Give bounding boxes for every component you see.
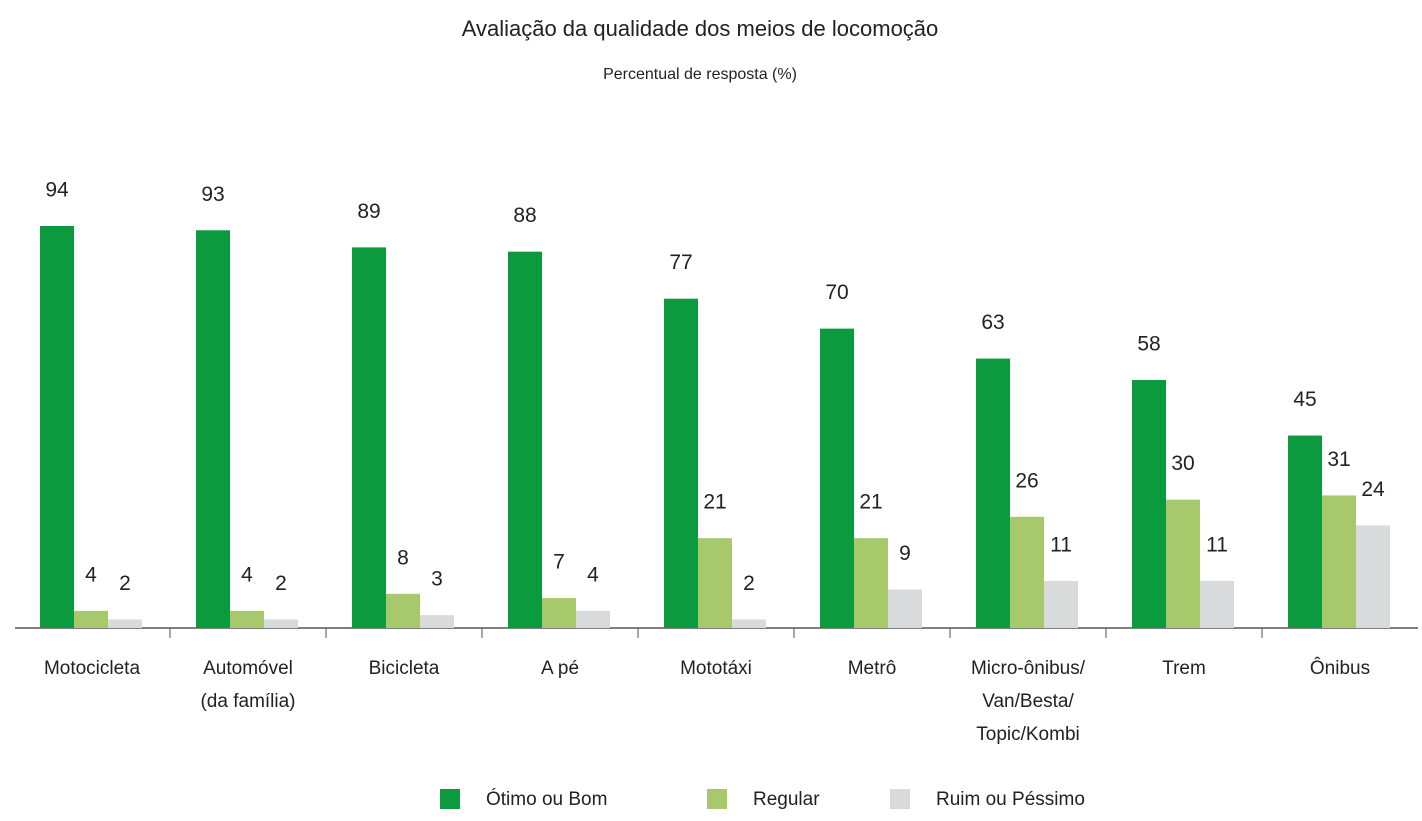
bar (1166, 499, 1200, 628)
value-label: 4 (587, 563, 599, 586)
x-tick-label: Motocicleta (43, 658, 141, 679)
x-tick-label: A pé (540, 658, 580, 679)
value-label: 26 (1015, 469, 1038, 492)
x-tick-label: Mototáxi (680, 658, 752, 679)
bar (230, 610, 264, 628)
value-label: 58 (1137, 333, 1160, 356)
bar (386, 593, 420, 628)
value-label: 88 (513, 204, 536, 227)
value-label: 3 (431, 568, 443, 591)
legend-swatch (890, 789, 910, 809)
value-label: 21 (859, 491, 882, 514)
value-label: 24 (1361, 478, 1385, 501)
bar (74, 610, 108, 628)
x-tick-label: Micro-ônibus/ Van/Besta/ Topic/Kombi (970, 658, 1086, 745)
value-label: 4 (241, 563, 253, 586)
x-tick-label: Ônibus (1309, 658, 1371, 679)
bar (576, 610, 610, 628)
bar (854, 538, 888, 628)
bar (420, 615, 454, 628)
bar (1200, 580, 1234, 628)
bar (264, 619, 298, 628)
bar (888, 589, 922, 628)
value-label: 11 (1050, 534, 1072, 557)
value-label: 21 (703, 491, 726, 514)
legend-label: Ruim ou Péssimo (936, 789, 1085, 810)
value-label: 2 (743, 572, 755, 595)
bar (698, 538, 732, 628)
bar (542, 598, 576, 628)
value-label: 8 (397, 546, 409, 569)
value-label: 4 (85, 563, 97, 586)
x-tick-label: Automóvel (da família) (200, 658, 296, 712)
value-label: 2 (275, 572, 287, 595)
bar (40, 226, 74, 628)
value-label: 70 (825, 281, 848, 304)
legend-swatch (707, 789, 727, 809)
legend-swatch (440, 789, 460, 809)
value-label: 11 (1206, 534, 1228, 557)
value-label: 2 (119, 572, 131, 595)
x-tick-label: Bicicleta (368, 658, 440, 679)
bar (1322, 495, 1356, 628)
value-label: 94 (45, 179, 69, 202)
legend-label: Ótimo ou Bom (486, 788, 607, 810)
value-label: 77 (669, 251, 692, 274)
value-label: 45 (1293, 388, 1316, 411)
bar (820, 328, 854, 628)
bar (1132, 379, 1166, 628)
x-tick-label: Trem (1162, 658, 1206, 679)
value-label: 31 (1327, 448, 1350, 471)
value-label: 63 (981, 311, 1004, 334)
value-label: 9 (899, 542, 911, 565)
bar (732, 619, 766, 628)
bar (352, 247, 386, 628)
chart-subtitle: Percentual de resposta (%) (603, 66, 797, 83)
bar (976, 358, 1010, 628)
value-label: 93 (201, 183, 224, 206)
bar (508, 251, 542, 628)
bar (196, 230, 230, 628)
value-label: 7 (553, 551, 565, 574)
legend-label: Regular (753, 789, 820, 810)
bar (1356, 525, 1390, 628)
bar (664, 298, 698, 628)
bar (108, 619, 142, 628)
chart-title: Avaliação da qualidade dos meios de loco… (462, 16, 939, 41)
bar (1288, 435, 1322, 628)
value-label: 89 (357, 200, 380, 223)
bar (1010, 516, 1044, 628)
value-label: 30 (1171, 452, 1194, 475)
bar (1044, 580, 1078, 628)
x-tick-label: Metrô (847, 658, 897, 679)
